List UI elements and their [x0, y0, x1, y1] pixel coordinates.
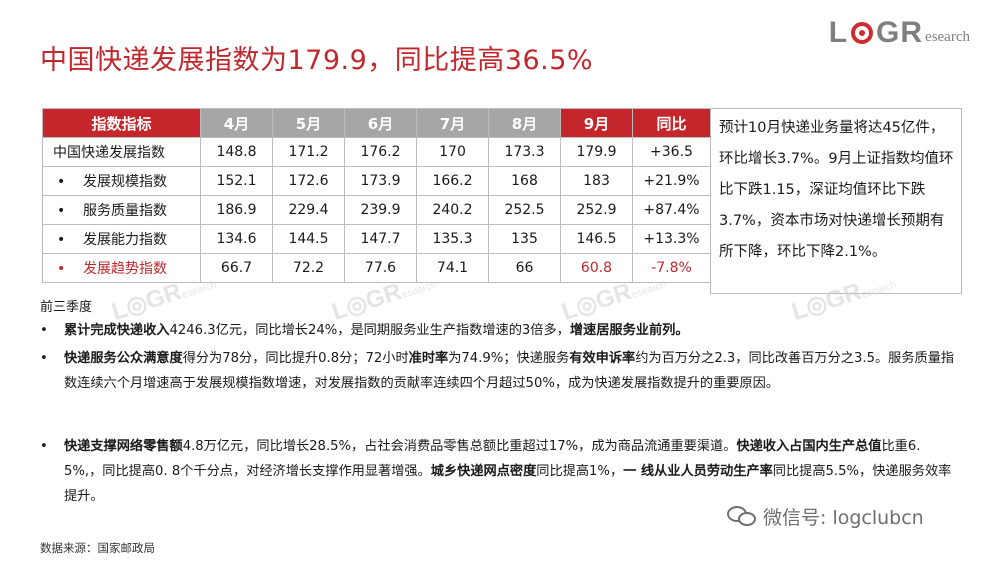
table-cell: 144.5	[272, 224, 345, 254]
table-cell: 135	[488, 224, 561, 254]
table-cell: 229.4	[272, 195, 345, 225]
bullet-text: 累计完成快递收入4246.3亿元，同比增长24%，是同期服务业生产指数增速的3倍…	[64, 323, 689, 338]
table-cell: 72.2	[272, 253, 345, 283]
table-row: 中国快递发展指数 148.8 171.2 176.2 170 173.3 179…	[42, 137, 711, 167]
table-cell: 173.9	[344, 166, 417, 196]
table-row: • 发展能力指数 134.6 144.5 147.7 135.3 135 146.…	[42, 224, 711, 254]
table-cell: 74.1	[416, 253, 489, 283]
table-cell: 60.8	[560, 253, 633, 283]
row-bullet: •	[57, 261, 66, 277]
table-cell: +36.5	[632, 137, 711, 167]
table-cell: 252.5	[488, 195, 561, 225]
wechat-id: 微信号: logclubcn	[727, 503, 924, 530]
table-header-row: 指数指标 4月 5月 6月 7月 8月 9月 同比	[42, 108, 711, 138]
bullet-item: • 快递服务公众满意度得分为78分，同比提升0.8分；72小时准时率为74.9%…	[40, 346, 960, 396]
table-cell: 173.3	[488, 137, 561, 167]
column-header: 9月	[560, 108, 633, 138]
bullet-item: • 累计完成快递收入4246.3亿元，同比增长24%，是同期服务业生产指数增速的…	[40, 318, 960, 343]
logo-letters: L GR	[828, 16, 924, 49]
bullet-item: • 快递支撑网络零售额4.8万亿元，同比增长28.5%，占社会消费品零售总额比重…	[40, 434, 960, 509]
table-cell: 240.2	[416, 195, 489, 225]
bullet-icon: •	[40, 323, 48, 338]
table-row: • 发展趋势指数 66.7 72.2 77.6 74.1 66 60.8 -7.8…	[42, 253, 711, 283]
table-cell: 66.7	[200, 253, 273, 283]
table-cell: 168	[488, 166, 561, 196]
table-cell: 239.9	[344, 195, 417, 225]
table-cell: 135.3	[416, 224, 489, 254]
row-name-cell: • 发展趋势指数	[42, 253, 201, 283]
logo: L GR esearch	[829, 16, 970, 50]
data-source: 数据来源：国家邮政局	[40, 541, 155, 555]
table-cell: 183	[560, 166, 633, 196]
table-cell: 148.8	[200, 137, 273, 167]
index-table: 指数指标 4月 5月 6月 7月 8月 9月 同比 中国快递发展指数 148.8…	[42, 108, 711, 283]
column-header: 7月	[416, 108, 489, 138]
wechat-icon	[727, 505, 757, 528]
row-bullet: •	[57, 174, 66, 190]
table-cell: 66	[488, 253, 561, 283]
table-row: • 服务质量指数 186.9 229.4 239.9 240.2 252.5 25…	[42, 195, 711, 225]
row-name: 中国快递发展指数	[42, 137, 201, 167]
table-cell: -7.8%	[632, 253, 711, 283]
column-header: 5月	[272, 108, 345, 138]
row-name: 发展规模指数	[83, 174, 167, 190]
page-title: 中国快递发展指数为179.9，同比提高36.5%	[40, 45, 594, 76]
row-name: 服务质量指数	[83, 203, 167, 219]
table-cell: 170	[416, 137, 489, 167]
bullet-icon: •	[40, 439, 48, 454]
row-name-cell: • 发展能力指数	[42, 224, 201, 254]
bullet-text: 快递服务公众满意度得分为78分，同比提升0.8分；72小时准时率为74.9%；快…	[64, 351, 955, 391]
row-name: 发展能力指数	[83, 232, 167, 248]
table-cell: 134.6	[200, 224, 273, 254]
table-cell: 147.7	[344, 224, 417, 254]
row-name-cell: • 服务质量指数	[42, 195, 201, 225]
table-cell: 152.1	[200, 166, 273, 196]
table-cell: 179.9	[560, 137, 633, 167]
table-cell: 77.6	[344, 253, 417, 283]
column-header: 8月	[488, 108, 561, 138]
row-bullet: •	[57, 232, 66, 248]
forecast-note: 预计10月快递业务量将达45亿件，环比增长3.7%。9月上证指数均值环比下跌1.…	[710, 108, 962, 294]
table-cell: +21.9%	[632, 166, 711, 196]
bullet-icon: •	[40, 351, 48, 366]
logo-suffix: esearch	[925, 28, 970, 45]
table-cell: 252.9	[560, 195, 633, 225]
table-cell: 166.2	[416, 166, 489, 196]
row-bullet: •	[57, 203, 66, 219]
column-header: 4月	[200, 108, 273, 138]
table-cell: 171.2	[272, 137, 345, 167]
table-cell: 146.5	[560, 224, 633, 254]
table-cell: 186.9	[200, 195, 273, 225]
table-cell: 176.2	[344, 137, 417, 167]
column-header: 6月	[344, 108, 417, 138]
row-name: 发展趋势指数	[83, 261, 167, 277]
bullet-text: 快递支撑网络零售额4.8万亿元，同比增长28.5%，占社会消费品零售总额比重超过…	[64, 439, 952, 504]
column-header: 指数指标	[42, 108, 201, 138]
section-label: 前三季度	[40, 300, 93, 315]
target-icon	[851, 22, 874, 44]
table-row: • 发展规模指数 152.1 172.6 173.9 166.2 168 183 …	[42, 166, 711, 196]
column-header: 同比	[632, 108, 711, 138]
table-cell: 172.6	[272, 166, 345, 196]
table-cell: +13.3%	[632, 224, 711, 254]
wechat-label: 微信号: logclubcn	[763, 507, 924, 529]
table-cell: +87.4%	[632, 195, 711, 225]
row-name-cell: • 发展规模指数	[42, 166, 201, 196]
